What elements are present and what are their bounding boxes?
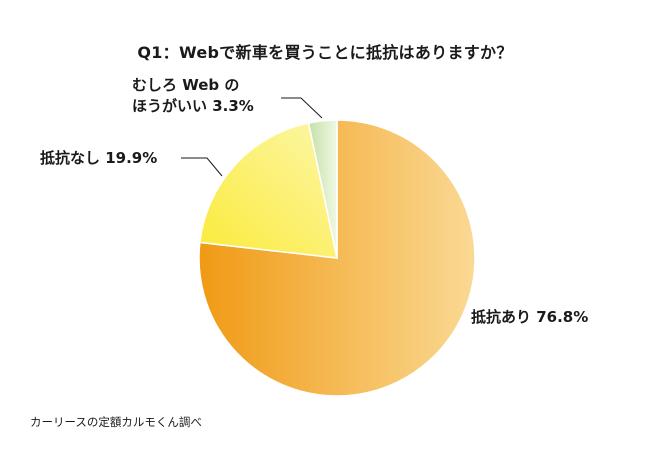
- slice-rather-web: [307, 119, 338, 259]
- source-note: カーリースの定額カルモくん調べ: [30, 415, 202, 429]
- leader-line-rather-web: [281, 97, 323, 119]
- slice-label-rather-web: むしろ Web の ほうがいい 3.3%: [132, 75, 254, 117]
- chart-title: Q1：Webで新車を買うことに抵抗はありますか？: [137, 43, 513, 62]
- slice-label-rather-web-line2: ほうがいい 3.3%: [132, 97, 254, 115]
- slice-label-no-resistance: 抵抗なし 19.9%: [40, 149, 158, 167]
- leader-line-no-resistance: [181, 157, 223, 177]
- slice-no-resistance: [199, 122, 338, 259]
- slice-label-resistance: 抵抗あり 76.8%: [471, 308, 589, 326]
- slice-label-rather-web-line1: むしろ Web の: [132, 76, 240, 94]
